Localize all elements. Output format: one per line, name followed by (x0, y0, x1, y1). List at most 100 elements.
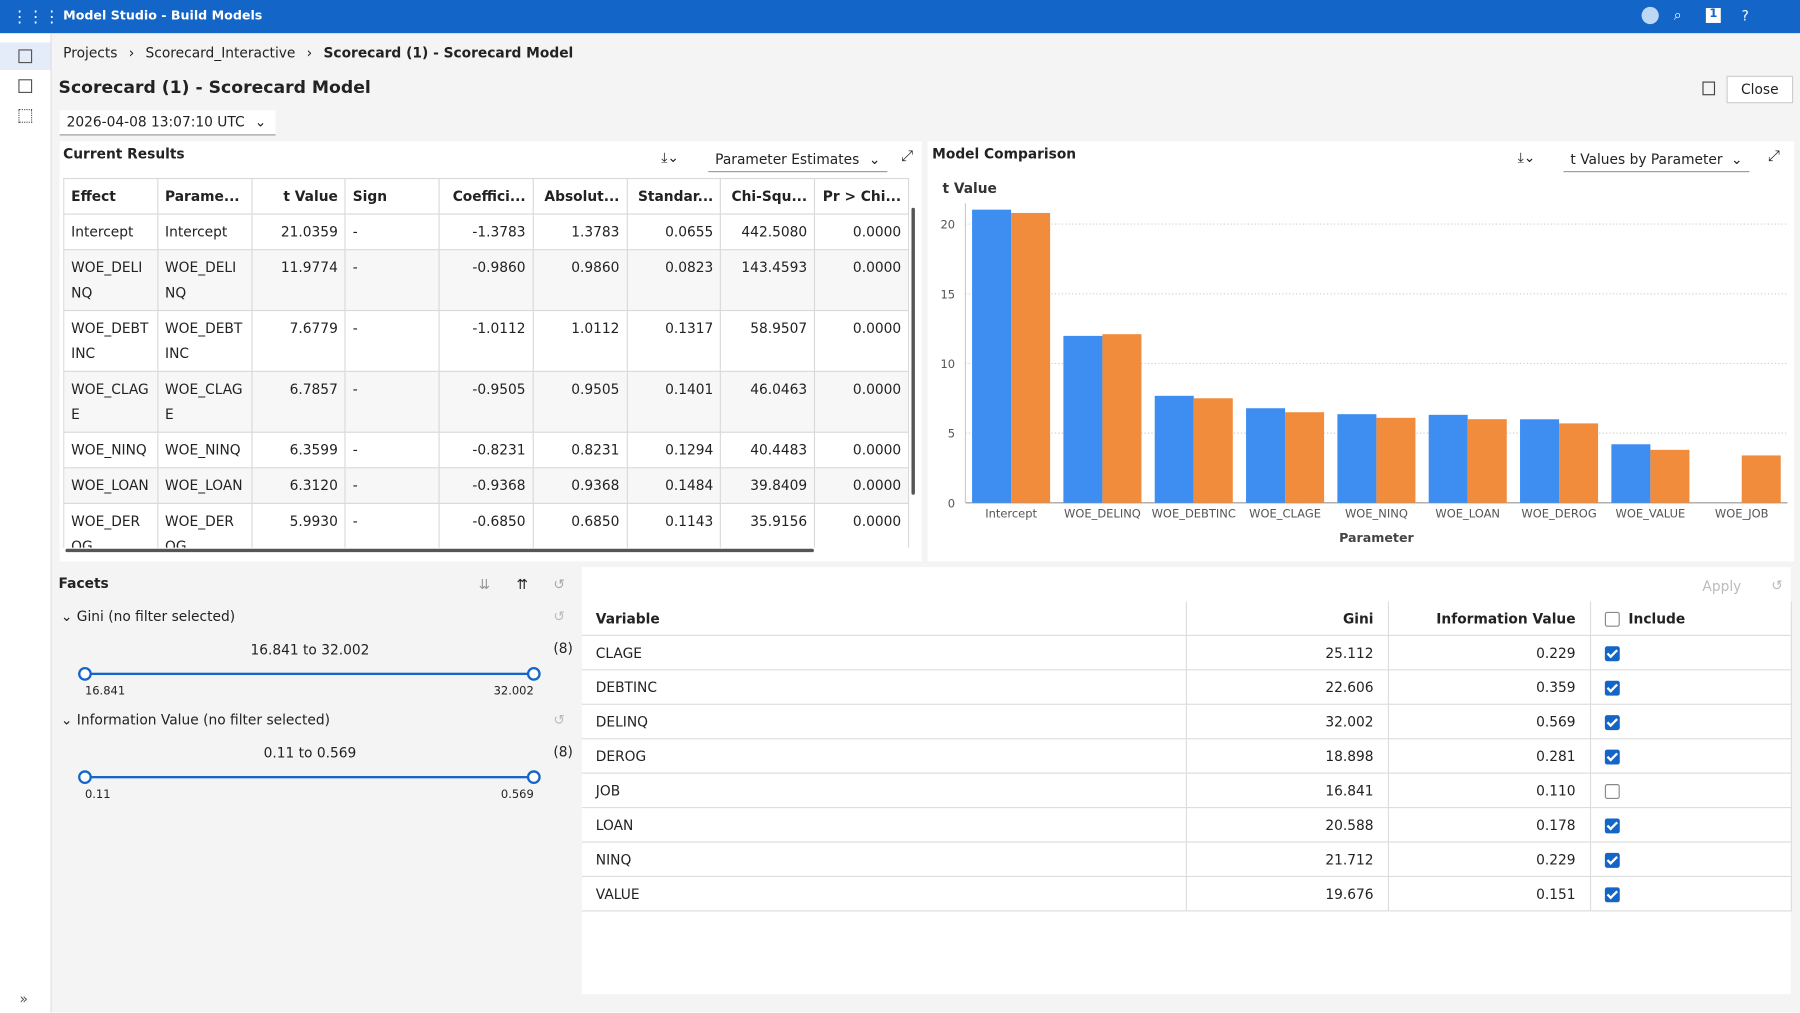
search[interactable]: ⌕ (1673, 6, 1682, 23)
column-header[interactable]: Parame... (157, 177, 253, 215)
slider-handle[interactable] (78, 770, 92, 785)
nav-item[interactable] (0, 42, 51, 71)
slider-track[interactable] (84, 776, 534, 779)
view-select[interactable]: Parameter Estimates ⌄ (708, 148, 888, 173)
table-row: CLAGE 25.112 0.229 (582, 635, 1792, 671)
include-cell (1589, 635, 1792, 671)
checkbox[interactable] (1604, 749, 1620, 764)
include-cell (1589, 807, 1792, 843)
checkbox[interactable] (1604, 714, 1620, 730)
column-header[interactable]: Coeffici... (438, 177, 534, 215)
checkbox[interactable] (1604, 645, 1620, 661)
column-header[interactable]: Information Value (1387, 601, 1591, 636)
crumb[interactable]: Scorecard_Interactive (145, 44, 296, 61)
facet-header[interactable]: ⌄ Information Value (no filter selected) (60, 711, 330, 728)
view-select[interactable]: t Values by Parameter ⌄ (1563, 148, 1750, 173)
checkbox[interactable] (1604, 680, 1620, 696)
facet-status: (no filter selected) (203, 711, 330, 728)
save-icon[interactable] (1702, 81, 1716, 96)
nav-icon[interactable] (18, 109, 33, 123)
checkbox[interactable] (1604, 817, 1620, 833)
reset[interactable]: ↺ (1771, 577, 1783, 594)
checkbox[interactable] (1604, 852, 1620, 868)
table-cell: 0.1294 (626, 431, 722, 469)
bar (1376, 417, 1416, 503)
download[interactable]: ⤓⌄ (1517, 149, 1536, 166)
table-cell: 0.0000 (814, 213, 910, 251)
maximize[interactable]: ⤢ (901, 148, 914, 166)
app-menu[interactable]: ⋮⋮⋮ (11, 8, 60, 27)
expand-all[interactable]: ⇈ (516, 576, 529, 593)
close-button[interactable]: Close (1726, 75, 1794, 104)
reset[interactable]: ↺ (553, 711, 565, 728)
crumb: Scorecard (1) - Scorecard Model (323, 44, 574, 61)
table-cell: WOE_DEROG (157, 502, 253, 548)
download[interactable]: ⤓⌄ (661, 149, 679, 166)
crumb[interactable]: Projects (63, 44, 118, 61)
table-cell: 21.712 (1185, 842, 1389, 878)
panel-title: Facets (58, 575, 109, 592)
status-icon[interactable] (1641, 6, 1659, 25)
table-cell: DEROG (582, 738, 1187, 774)
collapse-all[interactable]: ⇊ (478, 576, 491, 593)
scrollbar[interactable] (911, 207, 915, 495)
maximize[interactable]: ⤢ (1767, 148, 1780, 166)
bar (1611, 444, 1651, 503)
table-cell: 35.9156 (720, 502, 816, 548)
timestamp-select[interactable]: 2026-04-08 13:07:10 UTC ⌄ (59, 110, 276, 136)
column-header[interactable]: Gini (1185, 601, 1389, 636)
column-header[interactable]: Standar... (626, 177, 722, 215)
column-header[interactable]: Effect (63, 177, 159, 215)
include-cell (1589, 738, 1792, 774)
slider-handle[interactable] (526, 666, 541, 681)
x-tick-label: WOE_NINQ (1345, 507, 1408, 521)
column-header[interactable]: Variable (582, 601, 1187, 636)
column-header[interactable]: Sign (344, 177, 440, 215)
variables-panel: Apply ↺ Variable Gini Information Value Inc… (582, 567, 1792, 995)
facet-status: (no filter selected) (108, 608, 236, 625)
column-header[interactable]: Absolut... (532, 177, 628, 215)
table-cell: -1.3783 (438, 213, 534, 251)
table-cell: - (344, 249, 440, 312)
checkbox[interactable] (1604, 886, 1620, 902)
nav-icon[interactable] (18, 79, 33, 93)
expand[interactable]: » (19, 990, 28, 1007)
table-cell: 0.178 (1387, 807, 1591, 843)
reset[interactable]: ↺ (553, 576, 565, 593)
view: Parameter Estimates (715, 151, 860, 168)
checkbox[interactable] (1604, 783, 1620, 799)
header-text: Variable (595, 610, 660, 627)
table-cell: - (344, 370, 440, 433)
column-header[interactable]: t Value (250, 177, 346, 215)
bar (1467, 419, 1507, 503)
table-cell: DEBTINC (582, 669, 1187, 705)
column-header[interactable]: Chi-Squ... (720, 177, 816, 215)
header-text: Gini (1342, 610, 1374, 627)
nav-icon[interactable] (18, 49, 33, 64)
slider-handle[interactable] (78, 666, 92, 681)
facet-header[interactable]: ⌄ Gini (no filter selected) (60, 608, 236, 625)
table-row: WOE_DELINQ WOE_DELINQ 11.9774- -0.9860 0.986… (63, 249, 910, 312)
bar (1559, 423, 1599, 503)
scrollbar[interactable] (65, 548, 814, 553)
y-tick-label: 10 (941, 357, 956, 371)
x-tick-label: WOE_JOB (1715, 507, 1769, 521)
reset[interactable]: ↺ (553, 608, 565, 625)
include-cell (1589, 704, 1792, 740)
facet: ⌄ Information Value (no filter selected)… (52, 705, 580, 808)
checkbox[interactable] (1604, 611, 1620, 627)
column-header[interactable]: Include (1589, 601, 1792, 636)
table-cell: WOE_NINQ (63, 431, 159, 469)
table-cell: 1.3783 (532, 213, 628, 251)
table-cell: 0.0000 (814, 431, 910, 469)
help[interactable]: ? (1741, 8, 1749, 25)
column-header[interactable]: Pr > Chi... (814, 177, 910, 215)
slider-track[interactable] (84, 672, 534, 676)
sidebar: » (0, 33, 52, 1013)
table-cell: 0.569 (1387, 704, 1591, 740)
apply-button[interactable]: Apply (1702, 578, 1742, 595)
table-cell: - (344, 502, 440, 548)
user-badge[interactable]: 1 (1705, 8, 1721, 23)
slider-handle[interactable] (526, 770, 541, 785)
